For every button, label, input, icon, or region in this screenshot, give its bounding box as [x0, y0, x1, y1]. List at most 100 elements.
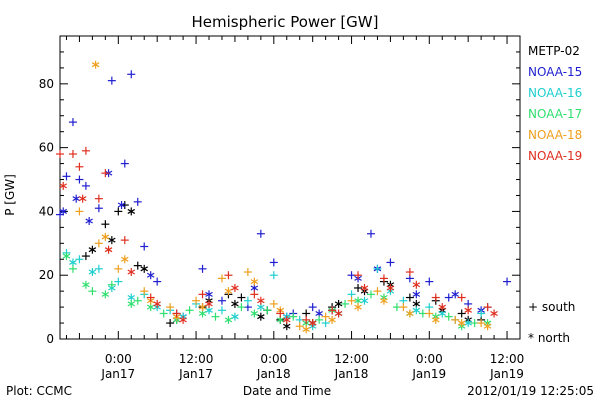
x-tick-date-label: Jan18: [334, 367, 369, 381]
point-noaa-19-south: [224, 271, 233, 280]
footer-plot-credit: Plot: CCMC: [6, 384, 72, 398]
point-noaa-18-north: [121, 255, 129, 264]
point-noaa-15-south: [256, 229, 265, 238]
point-metp-02-north: [231, 299, 239, 308]
point-noaa-17-south: [366, 290, 375, 299]
point-noaa-18-south: [373, 287, 382, 296]
point-noaa-19-south: [302, 315, 311, 324]
point-noaa-19-north: [490, 309, 498, 318]
plot-frame: [59, 35, 521, 340]
legend-entry: NOAA-19: [528, 149, 582, 163]
legend-north-marker: * north: [528, 331, 570, 345]
point-noaa-15-north: [205, 290, 213, 299]
point-noaa-16-south: [243, 296, 252, 305]
point-noaa-16-south: [373, 264, 382, 273]
point-noaa-19-south: [120, 236, 129, 245]
point-noaa-19-south: [81, 146, 90, 155]
point-noaa-15-south: [140, 242, 149, 251]
point-noaa-18-north: [354, 303, 362, 312]
point-noaa-18-north: [198, 303, 207, 312]
point-noaa-18-north: [91, 60, 100, 69]
point-noaa-19-south: [68, 150, 77, 159]
legend-entry: METP-02: [528, 44, 580, 58]
point-noaa-15-south: [386, 258, 395, 267]
point-noaa-17-south: [263, 306, 272, 315]
point-noaa-19-north: [78, 194, 87, 203]
point-noaa-15-north: [146, 271, 155, 280]
point-noaa-15-south: [366, 229, 375, 238]
x-tick-date-label: Jan17: [178, 367, 213, 381]
point-noaa-19-south: [483, 303, 492, 312]
data-marks: [56, 60, 512, 334]
point-noaa-19-south: [56, 150, 64, 159]
point-noaa-19-south: [354, 271, 363, 280]
point-noaa-16-north: [464, 319, 472, 328]
legend-entry: NOAA-16: [528, 86, 582, 100]
point-noaa-15-south: [198, 264, 207, 273]
point-noaa-15-south: [127, 70, 136, 79]
point-noaa-19-north: [282, 315, 291, 324]
x-tick-label: 12:00: [334, 352, 369, 366]
x-tick-label: 12:00: [179, 352, 214, 366]
point-noaa-18-south: [399, 303, 408, 312]
x-tick-date-label: Jan17: [100, 367, 135, 381]
point-noaa-18-south: [295, 322, 304, 331]
point-noaa-18-north: [302, 325, 310, 334]
point-noaa-16-south: [477, 309, 486, 318]
x-tick-label: 12:00: [490, 352, 525, 366]
point-noaa-18-north: [328, 315, 336, 324]
legend-south-marker: + south: [528, 300, 575, 314]
point-noaa-17-south: [159, 309, 168, 318]
y-axis: 0 20 40 60 80: [39, 35, 520, 346]
point-noaa-15-south: [217, 296, 226, 305]
point-noaa-18-south: [347, 296, 356, 305]
point-noaa-17-south: [107, 280, 116, 289]
point-noaa-16-north: [360, 296, 369, 305]
point-noaa-19-north: [205, 299, 213, 308]
point-noaa-17-north: [82, 280, 90, 289]
point-noaa-15-north: [412, 290, 421, 299]
legend-entry: NOAA-17: [528, 107, 582, 121]
point-noaa-17-north: [62, 252, 71, 261]
point-noaa-18-north: [380, 296, 388, 305]
point-noaa-18-north: [101, 232, 110, 241]
point-noaa-15-south: [120, 159, 129, 168]
point-noaa-16-north: [412, 306, 421, 315]
point-noaa-19-north: [438, 303, 447, 312]
point-noaa-17-south: [341, 299, 350, 308]
point-metp-02-south: [405, 293, 414, 302]
point-noaa-17-south: [133, 296, 142, 305]
x-tick-label: 0:00: [416, 352, 443, 366]
point-noaa-15-north: [85, 216, 93, 225]
point-noaa-18-north: [483, 322, 492, 331]
point-noaa-15-south: [107, 76, 116, 85]
point-noaa-19-north: [179, 315, 187, 324]
point-noaa-17-north: [127, 299, 136, 308]
point-noaa-19-south: [457, 293, 466, 302]
point-noaa-18-north: [457, 319, 466, 328]
x-axis: 0:00Jan1712:00Jan170:00Jan1812:00Jan180:…: [65, 36, 525, 381]
point-noaa-19-south: [75, 162, 84, 171]
point-noaa-17-south: [315, 315, 324, 324]
point-noaa-18-south: [166, 303, 175, 312]
point-noaa-19-north: [308, 319, 317, 328]
point-noaa-19-north: [127, 268, 136, 277]
point-noaa-18-south: [114, 264, 123, 273]
footer-timestamp: 2012/01/19 12:25:05: [467, 384, 594, 398]
x-tick-label: 0:00: [260, 352, 287, 366]
point-metp-02-north: [108, 236, 116, 245]
point-noaa-16-south: [114, 277, 123, 286]
point-noaa-18-south: [321, 312, 330, 321]
point-noaa-18-north: [432, 315, 440, 324]
point-metp-02-south: [166, 319, 175, 328]
point-noaa-18-south: [425, 309, 434, 318]
point-noaa-17-south: [444, 312, 453, 321]
point-noaa-15-south: [269, 258, 278, 267]
point-noaa-17-south: [185, 306, 194, 315]
point-noaa-19-south: [94, 194, 103, 203]
point-noaa-15-north: [72, 194, 80, 203]
point-noaa-16-south: [94, 264, 103, 273]
point-noaa-16-south: [217, 306, 226, 315]
point-noaa-15-south: [81, 181, 90, 190]
